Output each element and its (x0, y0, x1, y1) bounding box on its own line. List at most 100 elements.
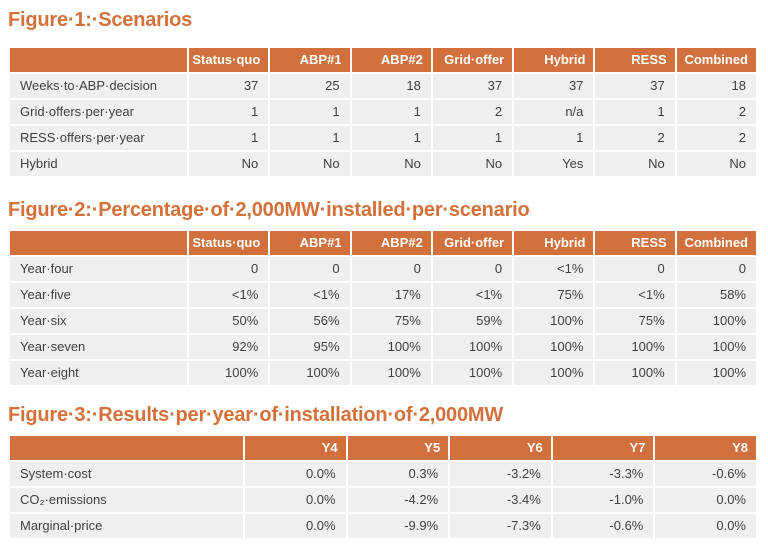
value-cell: 1 (351, 126, 431, 150)
row-label-cell: Weeks·to·ABP·decision (10, 74, 187, 98)
row-label-cell: RESS·offers·per·year (10, 126, 187, 150)
column-header-y6: Y6 (450, 436, 551, 460)
value-cell: 2 (595, 126, 675, 150)
figure1-header-row: Status·quo ABP#1 ABP#2 Grid·offer Hybrid… (10, 48, 756, 72)
table-row: Marginal·price 0.0% -9.9% -7.3% -0.6% 0.… (10, 514, 756, 538)
value-cell: -0.6% (552, 514, 654, 538)
value-cell: -3.3% (552, 462, 654, 486)
value-cell: 100% (676, 335, 756, 359)
column-header-combined: Combined (676, 48, 756, 72)
value-cell: 100% (189, 361, 269, 385)
value-cell: 25 (270, 74, 350, 98)
value-cell: 0.0% (245, 514, 346, 538)
figure3-header-row: Y4 Y5 Y6 Y7 Y8 (10, 436, 756, 460)
value-cell: 0.0% (245, 462, 346, 486)
column-header-y7: Y7 (552, 436, 654, 460)
column-header-hybrid: Hybrid (514, 231, 594, 255)
value-cell: -1.0% (552, 488, 654, 512)
figure1-title: Figure·1:·Scenarios (8, 9, 193, 31)
value-cell: 59% (432, 309, 513, 333)
value-cell: 100% (595, 335, 675, 359)
value-cell: No (270, 152, 350, 176)
value-cell: No (676, 152, 756, 176)
value-cell: 0 (595, 257, 675, 281)
figure2-table: Status·quo ABP#1 ABP#2 Grid·offer Hybrid… (8, 229, 758, 387)
value-cell: 100% (676, 361, 756, 385)
column-header-combined: Combined (676, 231, 756, 255)
value-cell: 100% (676, 309, 756, 333)
value-cell: 95% (270, 335, 350, 359)
value-cell: 100% (514, 335, 594, 359)
value-cell: -3.2% (450, 462, 551, 486)
table-row: Hybrid No No No No Yes No No (10, 152, 756, 176)
value-cell: 1 (189, 126, 269, 150)
row-label-cell: Year·seven (10, 335, 187, 359)
value-cell: 0 (351, 257, 431, 281)
value-cell: -7.3% (450, 514, 551, 538)
column-header-y8: Y8 (655, 436, 756, 460)
column-header-hybrid: Hybrid (514, 48, 594, 72)
table-row: Year·five <1% <1% 17% <1% 75% <1% 58% (10, 283, 756, 307)
column-header-abp2: ABP#2 (351, 231, 431, 255)
value-cell: 50% (189, 309, 269, 333)
value-cell: 1 (270, 126, 350, 150)
row-label-cell: Marginal·price (10, 514, 243, 538)
row-label-cell: Hybrid (10, 152, 187, 176)
value-cell: 56% (270, 309, 350, 333)
value-cell: 2 (676, 100, 756, 124)
value-cell: No (351, 152, 431, 176)
row-label-cell: System·cost (10, 462, 243, 486)
table-row: CO₂·emissions 0.0% -4.2% -3.4% -1.0% 0.0… (10, 488, 756, 512)
value-cell: No (432, 152, 513, 176)
row-label-cell: CO₂·emissions (10, 488, 243, 512)
value-cell: No (595, 152, 675, 176)
value-cell: 18 (351, 74, 431, 98)
value-cell: No (189, 152, 269, 176)
column-header-ress: RESS (595, 231, 675, 255)
value-cell: <1% (189, 283, 269, 307)
value-cell: 2 (432, 100, 513, 124)
value-cell: -3.4% (450, 488, 551, 512)
figure2-title: Figure·2:·Percentage·of·2,000MW·installe… (8, 199, 530, 221)
value-cell: 37 (595, 74, 675, 98)
value-cell: -9.9% (347, 514, 449, 538)
value-cell: 100% (595, 361, 675, 385)
value-cell: <1% (432, 283, 513, 307)
figure1-table: Status·quo ABP#1 ABP#2 Grid·offer Hybrid… (8, 46, 758, 178)
value-cell: 92% (189, 335, 269, 359)
value-cell: 100% (270, 361, 350, 385)
value-cell: n/a (514, 100, 594, 124)
row-label-cell: Year·six (10, 309, 187, 333)
document-page: Figure·1:·Scenarios Status·quo ABP#1 ABP… (8, 8, 758, 540)
value-cell: 100% (351, 361, 431, 385)
value-cell: 100% (514, 361, 594, 385)
column-header-y4: Y4 (245, 436, 346, 460)
column-header-y5: Y5 (347, 436, 449, 460)
value-cell: 0.0% (655, 488, 756, 512)
figure3-title: Figure·3:·Results·per·year·of·installati… (8, 404, 504, 426)
corner-cell (10, 231, 187, 255)
value-cell: <1% (514, 257, 594, 281)
value-cell: 100% (432, 361, 513, 385)
value-cell: 1 (270, 100, 350, 124)
table-row: Year·eight 100% 100% 100% 100% 100% 100%… (10, 361, 756, 385)
column-header-abp2: ABP#2 (351, 48, 431, 72)
value-cell: 18 (676, 74, 756, 98)
figure2-header-row: Status·quo ABP#1 ABP#2 Grid·offer Hybrid… (10, 231, 756, 255)
table-row: RESS·offers·per·year 1 1 1 1 1 2 2 (10, 126, 756, 150)
value-cell: 37 (432, 74, 513, 98)
value-cell: 100% (514, 309, 594, 333)
value-cell: 0 (432, 257, 513, 281)
value-cell: 0.0% (655, 514, 756, 538)
value-cell: 1 (189, 100, 269, 124)
value-cell: 1 (514, 126, 594, 150)
row-label-cell: Year·five (10, 283, 187, 307)
value-cell: 1 (432, 126, 513, 150)
value-cell: 0.0% (245, 488, 346, 512)
table-row: Weeks·to·ABP·decision 37 25 18 37 37 37 … (10, 74, 756, 98)
row-label-cell: Year·four (10, 257, 187, 281)
corner-cell (10, 436, 243, 460)
table-row: Year·four 0 0 0 0 <1% 0 0 (10, 257, 756, 281)
value-cell: 58% (676, 283, 756, 307)
column-header-status-quo: Status·quo (189, 231, 269, 255)
